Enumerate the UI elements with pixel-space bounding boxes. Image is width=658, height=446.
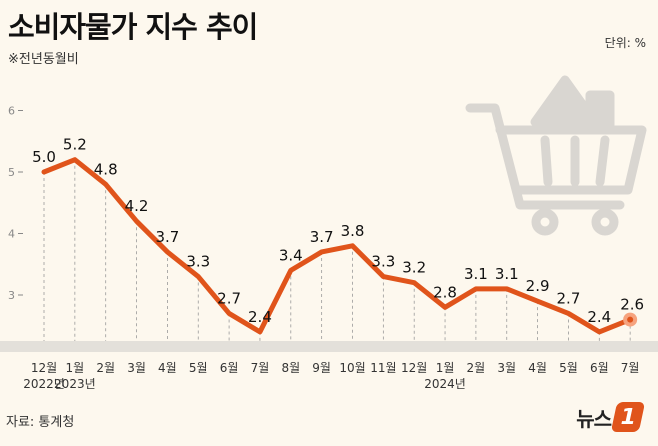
shopping-cart-icon [465,75,647,236]
data-label: 2.8 [433,283,457,301]
data-label: 5.2 [63,136,87,154]
data-label: 3.3 [371,253,395,271]
data-label: 3.2 [402,259,426,277]
news1-logo: 뉴스 1 [576,402,646,432]
year-label: 2022년 [23,377,65,391]
x-tick-label: 4월 [528,361,547,375]
x-tick-label: 8월 [281,361,300,375]
data-point [627,316,634,323]
source-label: 자료: 통계청 [6,415,75,430]
x-tick-label: 12월 [401,361,427,375]
data-label: 3.7 [155,228,179,246]
x-tick-label: 6월 [220,361,239,375]
x-tick-label: 5월 [559,361,578,375]
x-tick-label: 11월 [370,361,396,375]
series-line [41,157,633,335]
x-tick-label: 7월 [621,361,640,375]
data-label: 2.4 [248,308,272,326]
data-label: 3.8 [341,222,365,240]
data-label: 5.0 [32,148,56,166]
data-label: 3.7 [310,228,334,246]
logo-text: 뉴스 [576,406,612,431]
x-tick-label: 4월 [158,361,177,375]
data-label: 3.1 [495,265,519,283]
data-label: 2.6 [620,296,644,314]
x-axis-band [0,341,658,352]
x-tick-label: 5월 [189,361,208,375]
y-tick-label: 4 [8,228,15,241]
data-label: 2.7 [557,289,581,307]
data-label: 2.7 [217,289,241,307]
year-label: 2024년 [424,377,466,391]
data-label: 2.4 [587,308,611,326]
data-label: 2.9 [526,277,550,295]
x-tick-label: 6월 [590,361,609,375]
data-label: 4.2 [125,197,149,215]
year-label: 2023년 [54,377,96,391]
y-tick-label: 5 [8,166,15,179]
data-label: 3.4 [279,246,303,264]
x-tick-label: 10월 [339,361,365,375]
x-tick-label: 12월 [31,361,57,375]
x-tick-label: 9월 [312,361,331,375]
y-tick-label: 3 [8,289,15,302]
unit-label: 단위: % [604,36,646,50]
data-label: 3.1 [464,265,488,283]
x-tick-label: 2월 [467,361,486,375]
x-tick-label: 1월 [66,361,85,375]
chart-title: 소비자물가 지수 추이 [8,10,258,44]
data-label: 3.3 [186,253,210,271]
x-tick-label: 3월 [497,361,516,375]
chart-subtitle: ※전년동월비 [8,52,79,67]
logo-mark: 1 [610,402,646,432]
x-tick-label: 2월 [96,361,115,375]
x-tick-label: 7월 [251,361,270,375]
x-tick-label: 1월 [436,361,455,375]
data-label: 4.8 [94,160,118,178]
y-tick-label: 6 [8,105,15,118]
x-tick-label: 3월 [127,361,146,375]
